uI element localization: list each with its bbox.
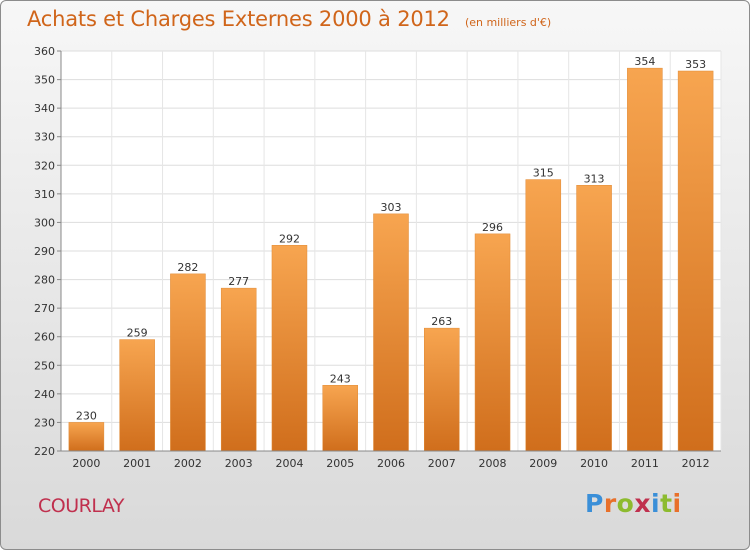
value-label: 292 (279, 232, 300, 245)
x-tick-label: 2000 (72, 457, 100, 470)
value-label: 263 (431, 315, 452, 328)
brand-letter: P (585, 489, 604, 518)
value-label: 243 (330, 372, 351, 385)
x-tick-label: 2005 (326, 457, 354, 470)
proxiti-logo: Proxiti (585, 489, 682, 518)
chart-title: Achats et Charges Externes 2000 à 2012 (27, 7, 450, 31)
value-label: 353 (685, 58, 706, 71)
y-tick-label: 340 (34, 102, 55, 115)
brand-letter: i (651, 489, 661, 518)
bars: 230 259 282 277 292 243 303 263 296 315 313 354 353 (68, 55, 714, 452)
value-label: 230 (76, 409, 97, 422)
bar-2001 (119, 339, 155, 452)
y-tick-label: 280 (34, 274, 55, 287)
bar-2006 (373, 213, 409, 452)
x-tick-label: 2004 (275, 457, 303, 470)
bar-2012 (677, 70, 714, 452)
y-tick-label: 300 (34, 216, 55, 229)
y-tick-label: 260 (34, 331, 55, 344)
value-label: 277 (228, 275, 249, 288)
y-tick-label: 360 (34, 45, 55, 58)
y-tick-label: 240 (34, 388, 55, 401)
brand-letter: i (672, 489, 682, 518)
x-tick-label: 2012 (682, 457, 710, 470)
bar-2008 (474, 233, 511, 452)
brand-letter: o (616, 489, 635, 518)
value-label: 303 (381, 201, 402, 214)
bar-2009 (525, 179, 562, 452)
commune-name: COURLAY (38, 495, 124, 517)
bar-2003 (220, 287, 257, 452)
chart-subtitle: (en milliers d'€) (464, 16, 552, 29)
y-tick-label: 230 (34, 416, 55, 429)
y-tick-label: 350 (34, 74, 55, 87)
y-tick-label: 310 (34, 188, 55, 201)
value-label: 259 (127, 327, 148, 340)
axes: 220 230 240 250 260 270 280 290 300 310 320 330 340 3… (34, 45, 721, 470)
brand-letter: t (660, 489, 673, 518)
x-tick-label: 2009 (529, 457, 557, 470)
x-tick-label: 2006 (377, 457, 405, 470)
bar-2000 (68, 422, 105, 452)
value-label: 282 (177, 261, 198, 274)
y-tick-label: 320 (34, 159, 55, 172)
y-tick-label: 290 (34, 245, 55, 258)
value-label: 313 (584, 172, 605, 185)
x-tick-label: 2003 (225, 457, 253, 470)
y-tick-label: 250 (34, 359, 55, 372)
bar-2007 (424, 327, 460, 452)
y-tick-label: 270 (34, 302, 55, 315)
x-tick-label: 2002 (174, 457, 202, 470)
value-label: 315 (533, 167, 554, 180)
y-tick-label: 220 (34, 445, 55, 458)
bar-2005 (322, 385, 358, 452)
brand-letter: r (603, 489, 617, 518)
brand-letter: x (634, 489, 651, 518)
x-tick-label: 2001 (123, 457, 151, 470)
x-tick-label: 2007 (428, 457, 456, 470)
bar-2011 (627, 67, 663, 452)
value-label: 296 (482, 221, 503, 234)
x-tick-label: 2011 (631, 457, 659, 470)
title-row: Achats et Charges Externes 2000 à 2012 (… (27, 7, 551, 31)
x-tick-label: 2008 (479, 457, 507, 470)
bar-2002 (170, 273, 206, 452)
value-label: 354 (634, 55, 655, 68)
bar-2010 (576, 185, 612, 452)
x-tick-label: 2010 (580, 457, 608, 470)
y-tick-label: 330 (34, 131, 55, 144)
bar-2004 (271, 245, 308, 452)
